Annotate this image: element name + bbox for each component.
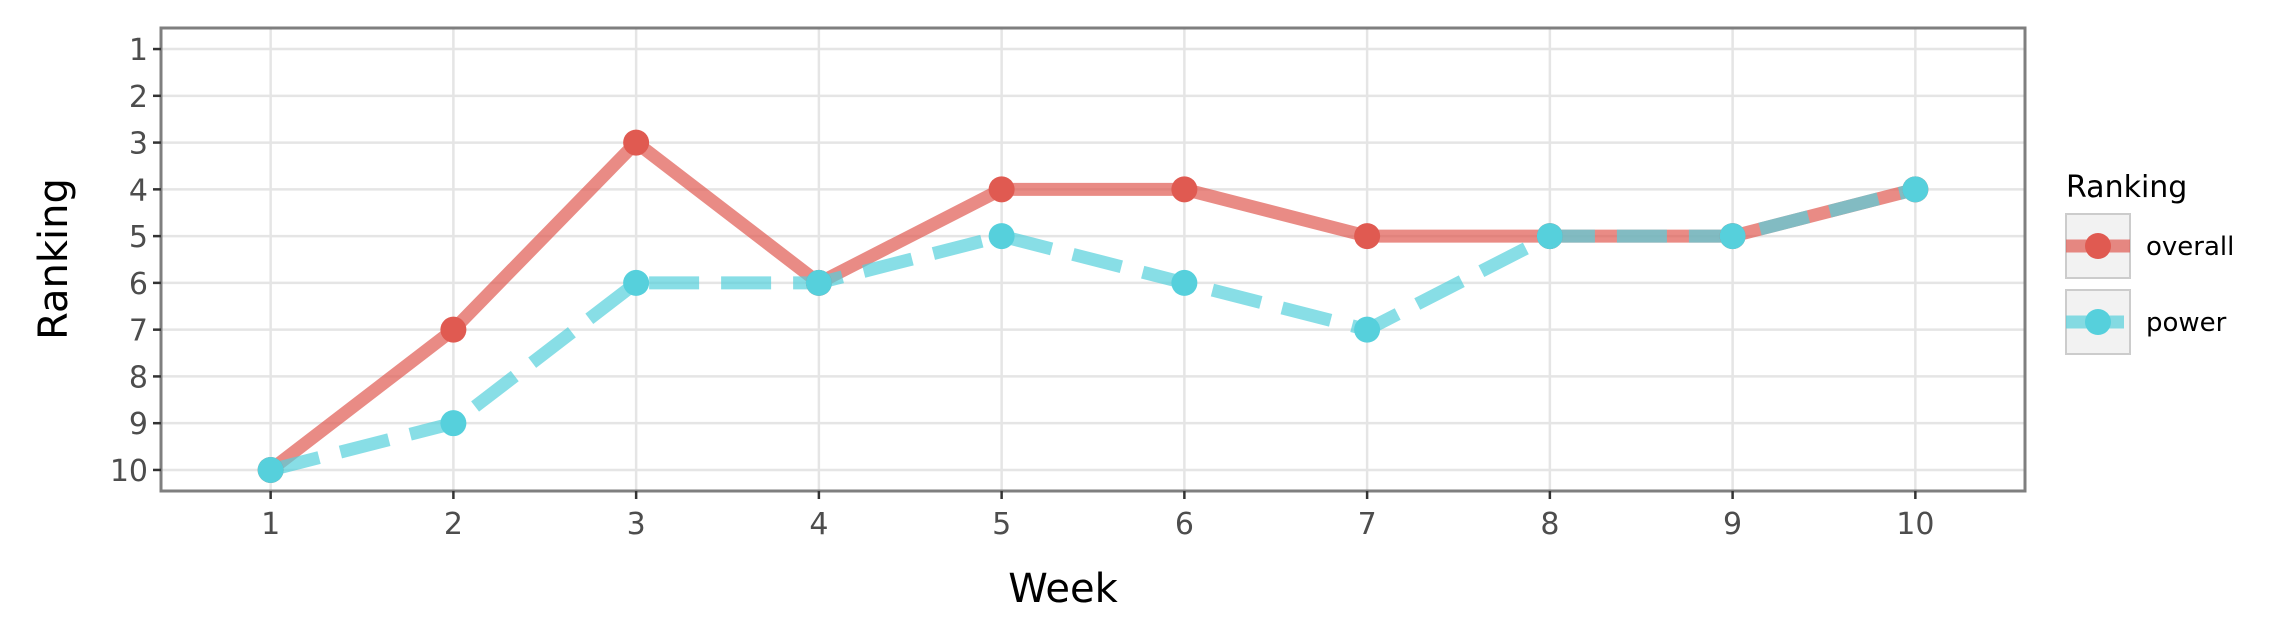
x-tick-label: 9 — [1723, 507, 1742, 542]
legend-label-overall: overall — [2146, 232, 2234, 262]
data-point-power — [1719, 223, 1746, 250]
y-tick-label: 6 — [129, 267, 148, 302]
data-point-overall — [440, 316, 467, 343]
data-point-power — [1354, 316, 1381, 343]
x-axis-title: Week — [1008, 566, 1118, 612]
x-tick-label: 1 — [261, 507, 280, 542]
y-tick-label: 7 — [129, 314, 148, 349]
y-tick-label: 10 — [110, 454, 148, 489]
y-tick-label: 5 — [129, 220, 148, 255]
x-tick-label: 2 — [444, 507, 463, 542]
y-tick-label: 9 — [129, 407, 148, 442]
data-point-power — [623, 269, 650, 296]
legend: Ranking overall power — [2065, 170, 2234, 355]
y-tick-label: 1 — [129, 33, 148, 68]
x-tick-label: 5 — [992, 507, 1011, 542]
data-point-power — [257, 456, 284, 483]
series-line-power — [269, 183, 1917, 477]
axis-ticks: 1 2 3 4 5 6 7 8 9 10 1 2 3 4 5 6 7 8 9 10 — [110, 33, 1935, 542]
legend-key-point — [2085, 309, 2111, 335]
y-tick-label: 2 — [129, 80, 148, 115]
data-point-power — [988, 223, 1015, 250]
plot-border — [159, 26, 2027, 493]
x-tick-label: 4 — [809, 507, 828, 542]
legend-label-power: power — [2146, 308, 2227, 338]
legend-title: Ranking — [2066, 170, 2187, 205]
y-tick-label: 3 — [129, 127, 148, 162]
data-point-overall — [1354, 223, 1381, 250]
data-point-overall — [623, 129, 650, 156]
y-tick-label: 4 — [129, 173, 148, 208]
y-axis-title: Ranking — [31, 178, 77, 340]
x-tick-label: 8 — [1540, 507, 1559, 542]
legend-key-point — [2085, 233, 2111, 259]
x-tick-label: 3 — [627, 507, 646, 542]
data-point-power — [1902, 176, 1929, 203]
x-tick-label: 7 — [1358, 507, 1377, 542]
data-point-overall — [1171, 176, 1198, 203]
data-point-power — [1171, 269, 1198, 296]
data-series — [257, 129, 1929, 483]
data-point-overall — [988, 176, 1015, 203]
x-tick-label: 6 — [1175, 507, 1194, 542]
data-point-power — [440, 410, 467, 437]
x-tick-label: 10 — [1896, 507, 1934, 542]
data-point-power — [805, 269, 832, 296]
data-point-power — [1536, 223, 1563, 250]
y-tick-label: 8 — [129, 360, 148, 395]
